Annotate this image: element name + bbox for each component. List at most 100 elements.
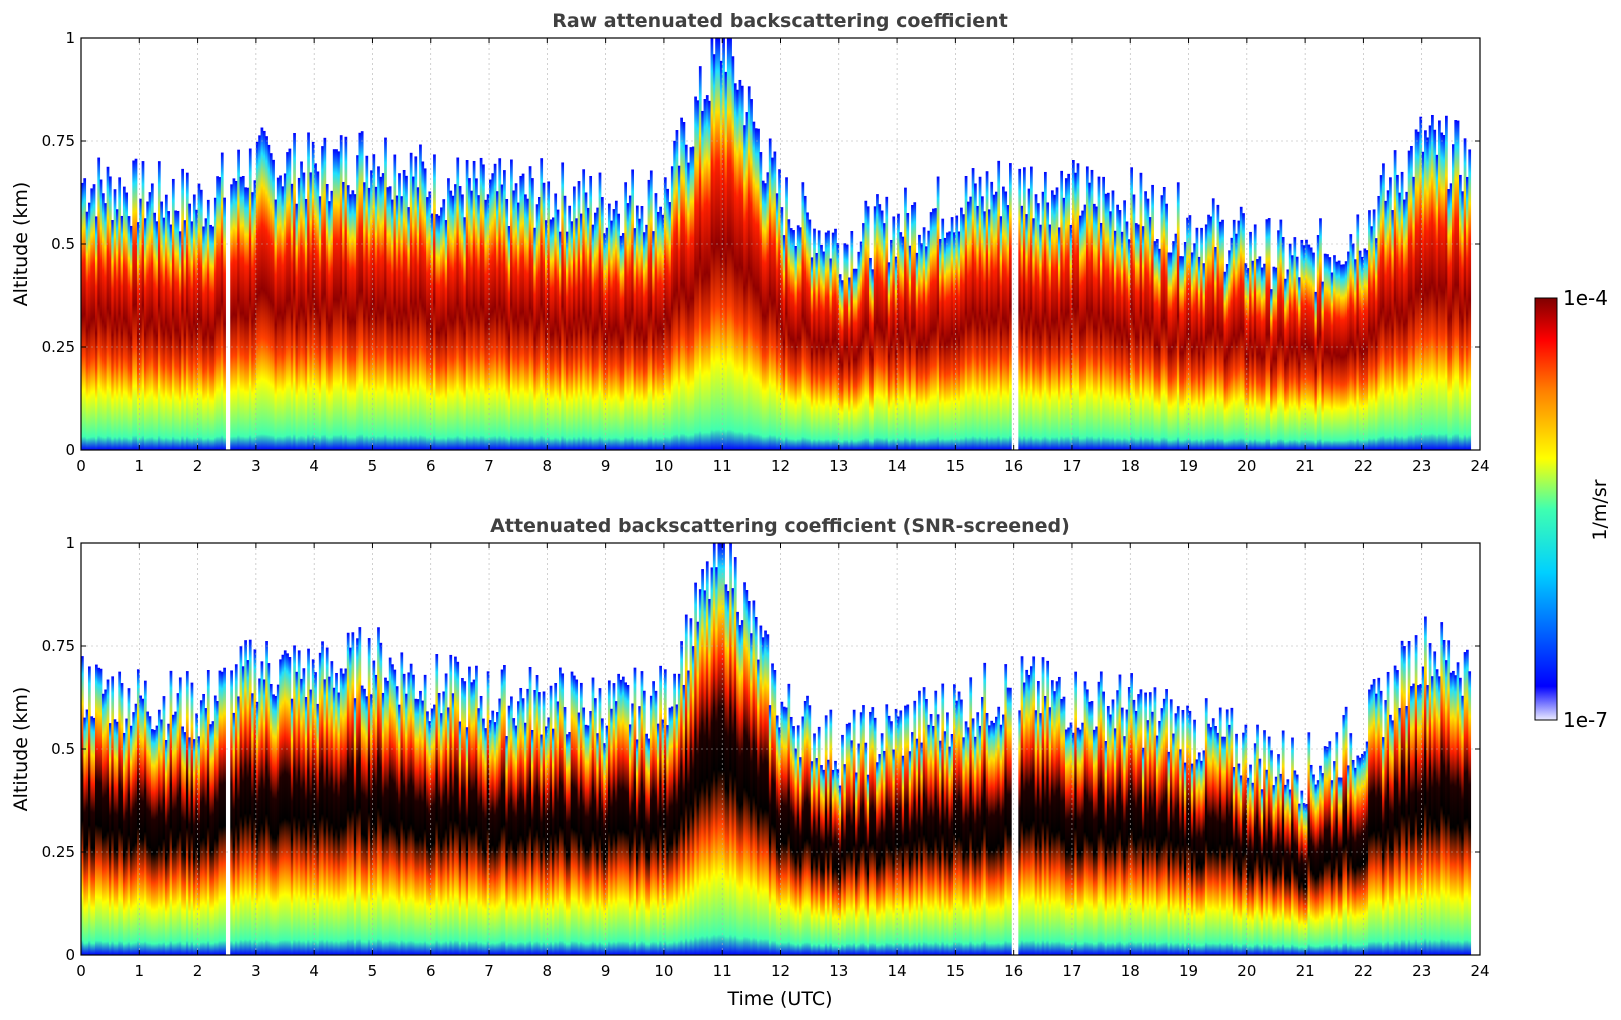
heatmap-column [717, 38, 721, 450]
heatmap-column [848, 277, 851, 450]
heatmap-column [94, 664, 98, 955]
heatmap-column [596, 207, 600, 450]
heatmap-column [1181, 256, 1185, 450]
heatmap-column [339, 668, 343, 955]
heatmap-column [505, 736, 509, 955]
heatmap-column [99, 179, 103, 450]
heatmap-column [605, 227, 609, 450]
heatmap-column [1456, 662, 1460, 955]
heatmap-column [1092, 729, 1096, 955]
heatmap-column [1018, 168, 1022, 450]
heatmap-column [1454, 120, 1458, 450]
heatmap-column [1363, 751, 1367, 955]
heatmap-column [104, 689, 108, 955]
heatmap-column [115, 721, 119, 955]
heatmap-column [1319, 218, 1322, 450]
heatmap-column [384, 677, 387, 955]
heatmap-column [670, 706, 674, 955]
heatmap-column [1109, 211, 1112, 450]
heatmap-column [514, 183, 518, 450]
heatmap-column [316, 703, 320, 955]
heatmap-column [426, 711, 429, 955]
heatmap-column [1085, 166, 1089, 450]
heatmap-column [1097, 681, 1101, 955]
heatmap-column [1382, 163, 1385, 450]
heatmap-column [654, 690, 658, 955]
heatmap-column [388, 657, 392, 955]
heatmap-column [1232, 767, 1236, 955]
heatmap-column [684, 144, 688, 450]
heatmap-column [589, 711, 593, 955]
heatmap-column [535, 675, 539, 955]
heatmap-column [1071, 160, 1075, 450]
heatmap-column [239, 646, 243, 955]
heatmap-column [642, 232, 646, 450]
heatmap-column [838, 274, 842, 450]
heatmap-column [283, 650, 287, 955]
heatmap-column [1099, 222, 1103, 450]
heatmap-column [517, 202, 520, 450]
heatmap-column [1249, 764, 1252, 955]
snr-x-ticks: 0 1 2 3 4 5 6 7 8 9 10 11 12 13 14 15 16 17 18 19 20 21 22 23 24 [76, 543, 1490, 980]
heatmap-column [484, 728, 488, 955]
heatmap-column [1370, 684, 1374, 955]
heatmap-column [374, 186, 378, 450]
heatmap-column [1050, 190, 1054, 450]
heatmap-column [698, 66, 702, 450]
heatmap-column [936, 176, 940, 450]
heatmap-column [876, 762, 879, 955]
heatmap-column [605, 725, 609, 955]
heatmap-column [1137, 224, 1140, 450]
heatmap-column [302, 668, 306, 955]
heatmap-column [472, 679, 476, 955]
heatmap-column [1251, 260, 1255, 450]
heatmap-column [694, 582, 697, 955]
heatmap-column [540, 158, 544, 450]
heatmap-column [995, 716, 998, 955]
heatmap-column [554, 193, 558, 450]
heatmap-column [463, 681, 467, 955]
heatmap-column [538, 692, 541, 955]
heatmap-column [617, 213, 621, 450]
heatmap-column [1127, 239, 1131, 450]
heatmap-column [1356, 755, 1360, 955]
heatmap-column [1358, 250, 1362, 450]
heatmap-column [1386, 671, 1390, 955]
heatmap-column [127, 216, 131, 450]
heatmap-column [864, 200, 868, 450]
heatmap-column [405, 175, 408, 450]
x-tick-label: 14 [888, 457, 907, 475]
heatmap-column [836, 242, 840, 450]
heatmap-column [1155, 735, 1159, 955]
heatmap-column [1281, 237, 1285, 450]
heatmap-column [927, 230, 931, 450]
heatmap-column [342, 181, 345, 450]
heatmap-column [1006, 687, 1010, 955]
x-tick-label: 19 [1179, 457, 1198, 475]
heatmap-column [549, 219, 553, 450]
heatmap-column [276, 177, 280, 450]
heatmap-column [330, 190, 334, 450]
heatmap-column [992, 722, 996, 955]
heatmap-column [978, 176, 982, 450]
heatmap-column [132, 712, 136, 955]
heatmap-column [353, 698, 357, 955]
heatmap-column [1197, 752, 1201, 955]
heatmap-column [351, 190, 355, 450]
x-tick-label: 11 [713, 962, 732, 980]
heatmap-column [150, 183, 154, 450]
heatmap-column [1328, 741, 1332, 955]
heatmap-column [1062, 696, 1066, 955]
heatmap-column [1064, 178, 1068, 450]
heatmap-column [300, 161, 303, 450]
heatmap-column [782, 706, 786, 955]
heatmap-column [167, 723, 170, 955]
heatmap-column [85, 709, 89, 955]
heatmap-column [915, 738, 919, 955]
heatmap-column [1305, 239, 1308, 450]
heatmap-column [1447, 640, 1451, 955]
heatmap-column [1272, 785, 1276, 955]
heatmap-column [500, 184, 504, 450]
heatmap-column [311, 141, 315, 450]
heatmap-column [325, 647, 329, 955]
